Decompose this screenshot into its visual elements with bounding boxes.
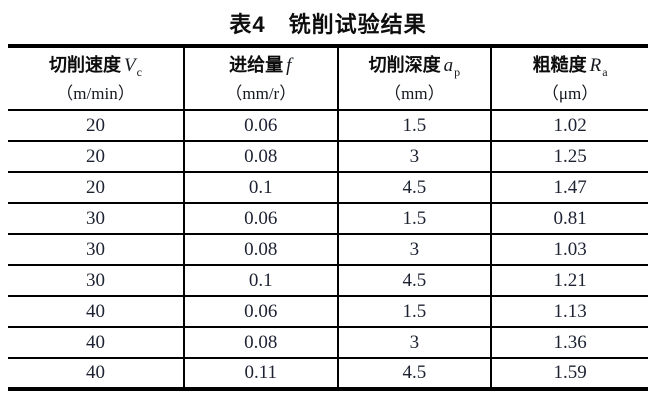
table-row: 40 0.06 1.5 1.13	[8, 296, 648, 328]
table-cell: 20	[8, 110, 185, 142]
column-header-cutting-speed: 切削速度 Vc （m/min）	[8, 46, 185, 111]
table-row: 20 0.08 3 1.25	[8, 141, 648, 173]
table-cell: 4.5	[337, 358, 493, 390]
header-symbol: ap	[443, 55, 461, 79]
header-label-line: 切削速度 Vc	[8, 53, 183, 81]
header-label: 进给量	[229, 55, 284, 75]
table-cell: 1.36	[491, 327, 648, 359]
table-cell: 30	[8, 265, 185, 297]
symbol-subscript: c	[136, 64, 142, 79]
column-header-feed: 进给量 f （mm/r）	[184, 46, 339, 111]
table-cell: 40	[8, 296, 185, 328]
table-cell: 1.5	[337, 203, 493, 235]
header-row: 切削速度 Vc （m/min） 进给量 f （mm/r） 切削深度 ap （mm） 粗…	[8, 46, 648, 111]
header-unit: （μm）	[541, 83, 599, 103]
header-unit: （mm/r）	[225, 83, 297, 103]
table-cell: 30	[8, 234, 185, 266]
table-cell: 0.1	[184, 265, 339, 297]
table-cell: 0.06	[184, 203, 339, 235]
symbol-letter: V	[124, 55, 136, 76]
table-cell: 0.1	[184, 172, 339, 204]
table-row: 20 0.1 4.5 1.47	[8, 172, 648, 204]
symbol-letter: R	[589, 55, 602, 76]
table-cell: 1.47	[491, 172, 648, 204]
table-cell: 1.02	[491, 110, 648, 142]
table-row: 40 0.08 3 1.36	[8, 327, 648, 359]
table-cell: 40	[8, 327, 185, 359]
header-label: 切削速度	[49, 55, 122, 75]
header-symbol: Vc	[124, 55, 142, 79]
symbol-letter: f	[286, 55, 292, 76]
table-cell: 1.21	[491, 265, 648, 297]
table-cell: 0.06	[184, 296, 339, 328]
header-label-line: 进给量 f	[185, 53, 337, 81]
table-cell: 20	[8, 141, 185, 173]
table-cell: 4.5	[337, 172, 493, 204]
column-header-roughness: 粗糙度 Ra （μm）	[491, 46, 648, 111]
header-unit: （mm）	[384, 83, 445, 103]
table-row: 30 0.1 4.5 1.21	[8, 265, 648, 297]
table-cell: 20	[8, 172, 185, 204]
table-cell: 40	[8, 358, 185, 390]
header-label-line: 切削深度 ap	[339, 53, 491, 81]
table-caption: 表4 铣削试验结果	[229, 12, 427, 37]
table-row: 40 0.11 4.5 1.59	[8, 358, 648, 390]
symbol-subscript: a	[602, 64, 608, 79]
table-cell: 0.08	[184, 234, 339, 266]
header-unit: （m/min）	[56, 83, 135, 103]
table-cell: 1.5	[337, 296, 493, 328]
table-cell: 0.81	[491, 203, 648, 235]
table-cell: 1.25	[491, 141, 648, 173]
table-cell: 4.5	[337, 265, 493, 297]
table-cell: 1.13	[491, 296, 648, 328]
header-symbol: Ra	[589, 55, 608, 79]
header-label: 粗糙度	[532, 55, 587, 75]
header-symbol: f	[286, 55, 292, 76]
header-label-line: 粗糙度 Ra	[492, 53, 648, 81]
table-cell: 0.08	[184, 141, 339, 173]
table-cell: 1.5	[337, 110, 493, 142]
table-cell: 0.06	[184, 110, 339, 142]
table-row: 30 0.08 3 1.03	[8, 234, 648, 266]
header-label: 切削深度	[368, 55, 441, 75]
table-body: 20 0.06 1.5 1.02 20 0.08 3 1.25 20 0.1 4.5 1.47 30 0.…	[8, 110, 648, 390]
table-row: 20 0.06 1.5 1.02	[8, 110, 648, 142]
table-cell: 1.59	[491, 358, 648, 390]
symbol-subscript: p	[454, 64, 461, 79]
table-cell: 30	[8, 203, 185, 235]
column-header-cutting-depth: 切削深度 ap （mm）	[337, 46, 493, 111]
table-header: 切削速度 Vc （m/min） 进给量 f （mm/r） 切削深度 ap （mm） 粗…	[8, 46, 648, 111]
table-cell: 3	[337, 141, 493, 173]
symbol-letter: a	[443, 55, 454, 76]
table-cell: 0.11	[184, 358, 339, 390]
table-cell: 0.08	[184, 327, 339, 359]
table-cell: 3	[337, 234, 493, 266]
results-table: 切削速度 Vc （m/min） 进给量 f （mm/r） 切削深度 ap （mm） 粗…	[8, 44, 648, 391]
table-row: 30 0.06 1.5 0.81	[8, 203, 648, 235]
table-cell: 1.03	[491, 234, 648, 266]
table-cell: 3	[337, 327, 493, 359]
